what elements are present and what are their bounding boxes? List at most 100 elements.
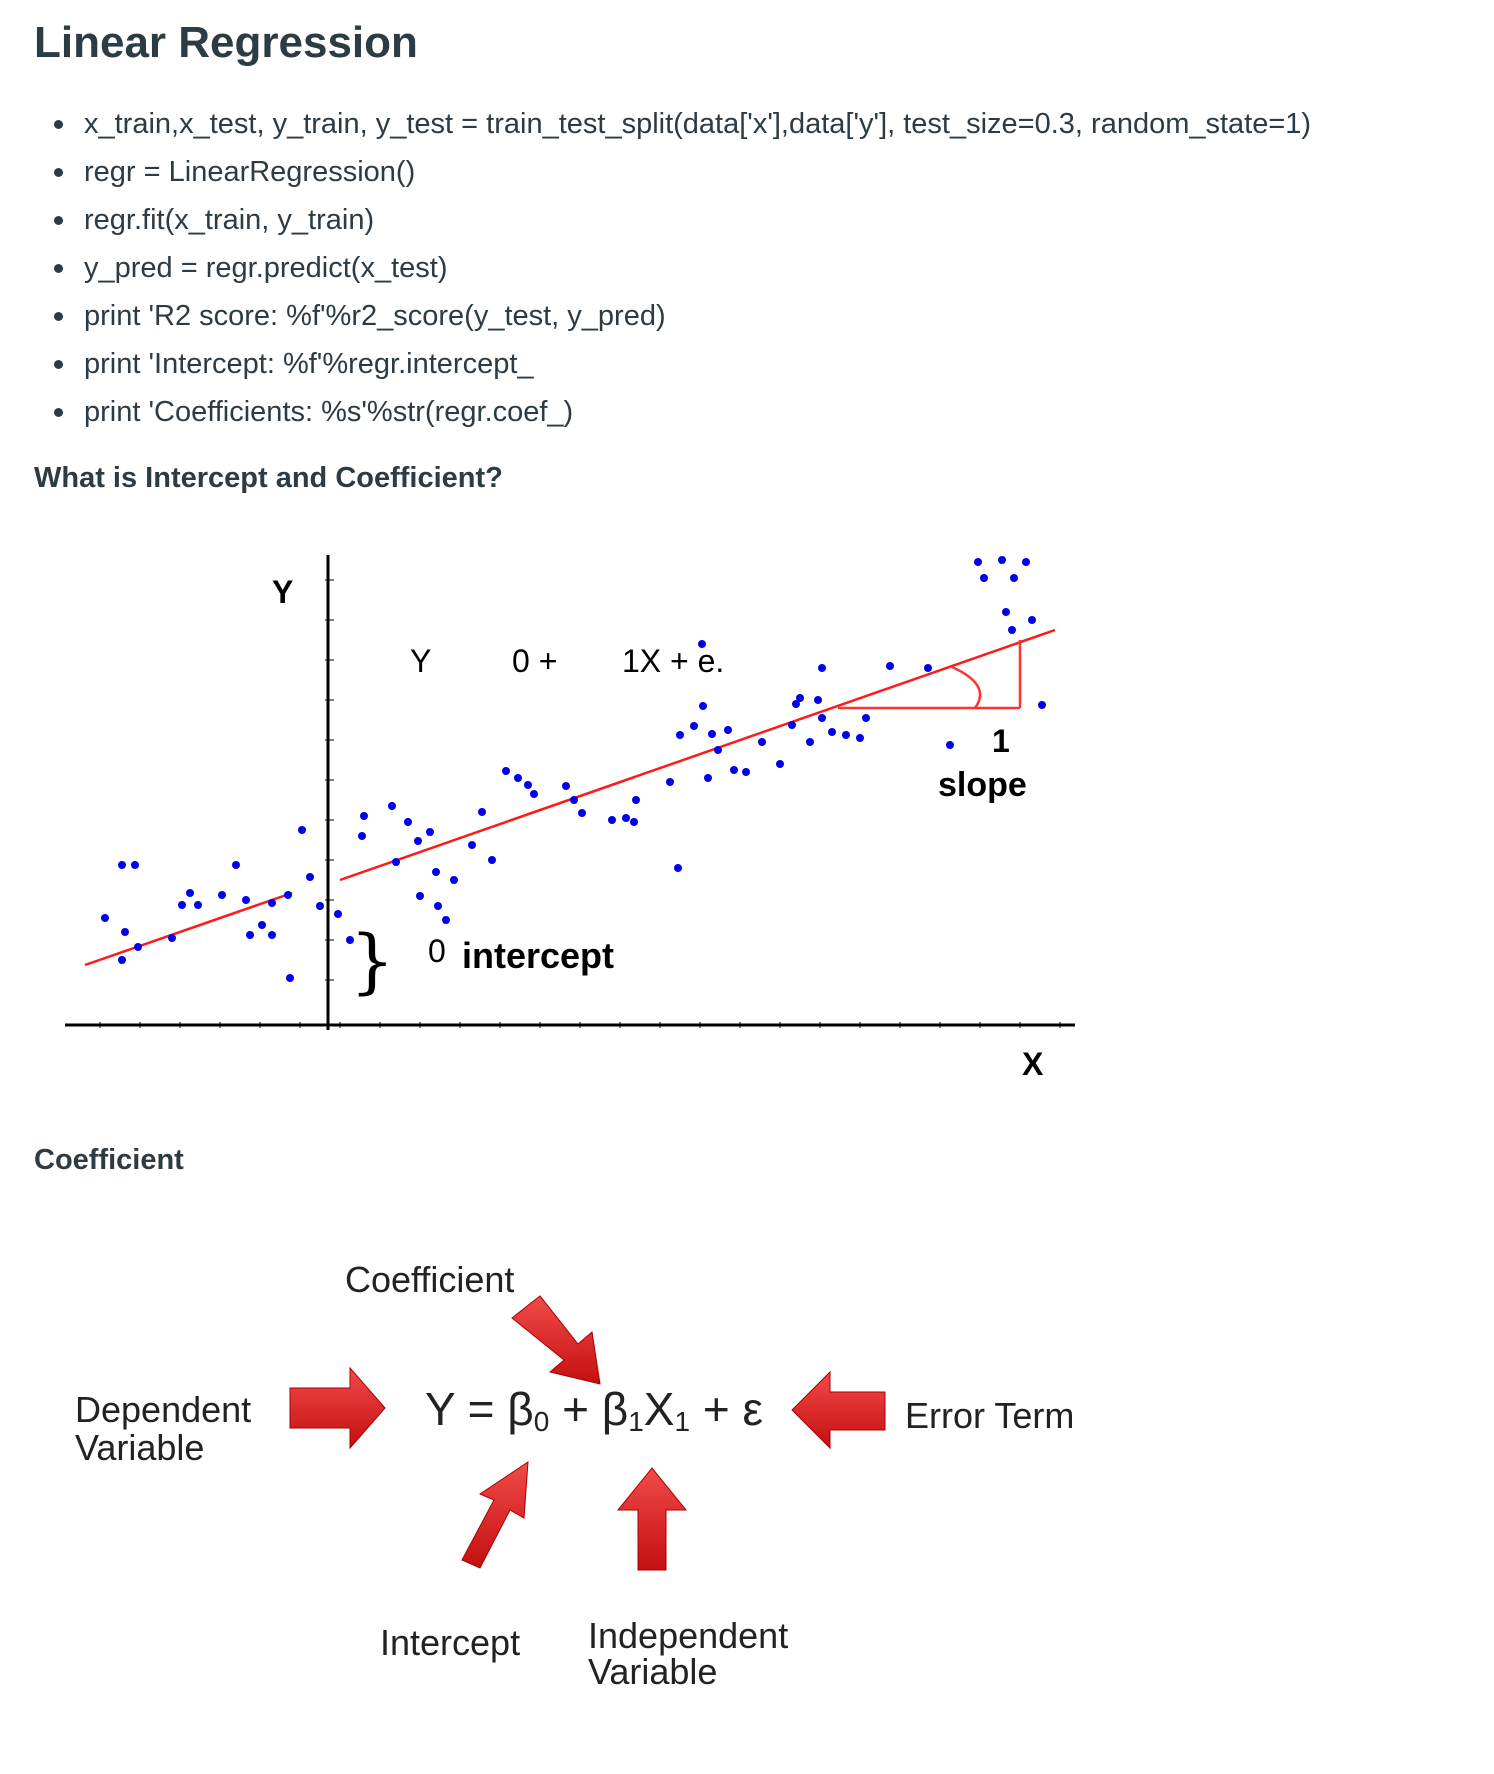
scatter-point <box>194 901 202 909</box>
regression-line-segment <box>84 891 293 967</box>
scatter-point <box>286 974 294 982</box>
scatter-point <box>360 812 368 820</box>
scatter-point <box>924 664 932 672</box>
scatter-point <box>478 808 486 816</box>
scatter-point <box>699 702 707 710</box>
scatter-point <box>776 760 784 768</box>
arrow-left-icon <box>791 1370 886 1450</box>
scatter-point <box>346 936 354 944</box>
scatter-point <box>168 934 176 942</box>
scatter-point <box>708 730 716 738</box>
scatter-point <box>632 796 640 804</box>
dependent-label-line2: Variable <box>75 1427 204 1468</box>
scatter-point <box>796 694 804 702</box>
code-line: print 'Coefficients: %s'%str(regr.coef_) <box>34 388 1311 436</box>
scatter-point <box>1022 558 1030 566</box>
scatter-point <box>404 818 412 826</box>
scatter-point <box>818 664 826 672</box>
scatter-point <box>121 928 129 936</box>
scatter-point <box>334 910 342 918</box>
scatter-point <box>946 741 954 749</box>
scatter-point <box>862 714 870 722</box>
scatter-point <box>131 861 139 869</box>
scatter-point <box>388 802 396 810</box>
scatter-point <box>1028 616 1036 624</box>
intercept-symbol: 0 <box>428 933 446 969</box>
scatter-point <box>101 914 109 922</box>
regression-equation: Y = β0 + β1X1 + ε <box>425 1383 763 1437</box>
scatter-point <box>630 818 638 826</box>
scatter-point <box>450 876 458 884</box>
scatter-point <box>118 956 126 964</box>
arrow-up-icon <box>616 1467 688 1571</box>
scatter-point <box>622 814 630 822</box>
scatter-point <box>1002 608 1010 616</box>
x-axis-label: X <box>1022 1046 1044 1082</box>
scatter-point <box>530 790 538 798</box>
scatter-point <box>674 864 682 872</box>
intercept-label: Intercept <box>380 1622 520 1663</box>
scatter-point <box>268 931 276 939</box>
scatter-point <box>392 858 400 866</box>
scatter-point <box>742 768 750 776</box>
equation-figure: Coefficient Dependent Variable Y = β0 + … <box>75 1259 1074 1692</box>
intercept-brace-icon: } <box>350 920 395 1002</box>
regression-line <box>84 628 1056 967</box>
scatter-point <box>714 746 722 754</box>
arrow-diagonal-down-icon <box>511 1295 601 1385</box>
code-line: print 'R2 score: %f'%r2_score(y_test, y_… <box>34 292 1311 340</box>
scatter-point <box>258 921 266 929</box>
page-title: Linear Regression <box>34 18 418 67</box>
scatter-point <box>246 931 254 939</box>
coefficient-label: Coefficient <box>345 1259 514 1300</box>
scatter-point <box>974 558 982 566</box>
scatter-point <box>562 782 570 790</box>
scatter-point <box>724 726 732 734</box>
error-term-label: Error Term <box>905 1395 1074 1436</box>
independent-label-line1: Independent <box>588 1615 788 1656</box>
scatter-point <box>818 714 826 722</box>
arrow-right-icon <box>289 1366 386 1450</box>
scatter-point <box>306 873 314 881</box>
scatter-point <box>608 816 616 824</box>
scatter-point <box>980 574 988 582</box>
scatter-point <box>578 809 586 817</box>
scatter-point <box>178 901 186 909</box>
slope-triangle <box>838 640 1022 710</box>
coefficient-heading: Coefficient <box>34 1144 184 1176</box>
scatter-point <box>806 738 814 746</box>
scatter-point <box>676 731 684 739</box>
scatter-point <box>514 774 522 782</box>
scatter-point <box>242 896 250 904</box>
scatter-point <box>186 889 194 897</box>
scatter-point <box>502 767 510 775</box>
code-line: x_train,x_test, y_train, y_test = train_… <box>34 100 1311 148</box>
scatter-point <box>218 891 226 899</box>
scatter-point <box>698 640 706 648</box>
scatter-point <box>998 556 1006 564</box>
code-bullet-list: x_train,x_test, y_train, y_test = train_… <box>34 100 1311 436</box>
scatter-point <box>298 826 306 834</box>
scatter-point <box>268 899 276 907</box>
scatter-point <box>434 902 442 910</box>
dependent-label-line1: Dependent <box>75 1389 251 1430</box>
scatter-point <box>792 700 800 708</box>
equation-b1x: 1X + e. <box>622 643 724 679</box>
scatter-point <box>442 916 450 924</box>
scatter-point <box>758 738 766 746</box>
equation-b0: 0 + <box>512 643 557 679</box>
slope-label: slope <box>938 766 1027 804</box>
slope-run-label: 1 <box>992 723 1010 759</box>
y-axis-label: Y <box>272 574 293 610</box>
question-heading: What is Intercept and Coefficient? <box>34 462 503 494</box>
scatter-point <box>1008 626 1016 634</box>
scatter-point <box>232 861 240 869</box>
scatter-point <box>704 774 712 782</box>
scatter-point <box>468 841 476 849</box>
scatter-point <box>666 778 674 786</box>
scatter-points <box>101 556 1046 982</box>
scatter-point <box>814 696 822 704</box>
regression-figure: Y X Y 0 + 1X + e. 1 slope } 0 intercept <box>65 555 1075 1082</box>
scatter-point <box>788 721 796 729</box>
regression-line-segment <box>339 628 1056 882</box>
